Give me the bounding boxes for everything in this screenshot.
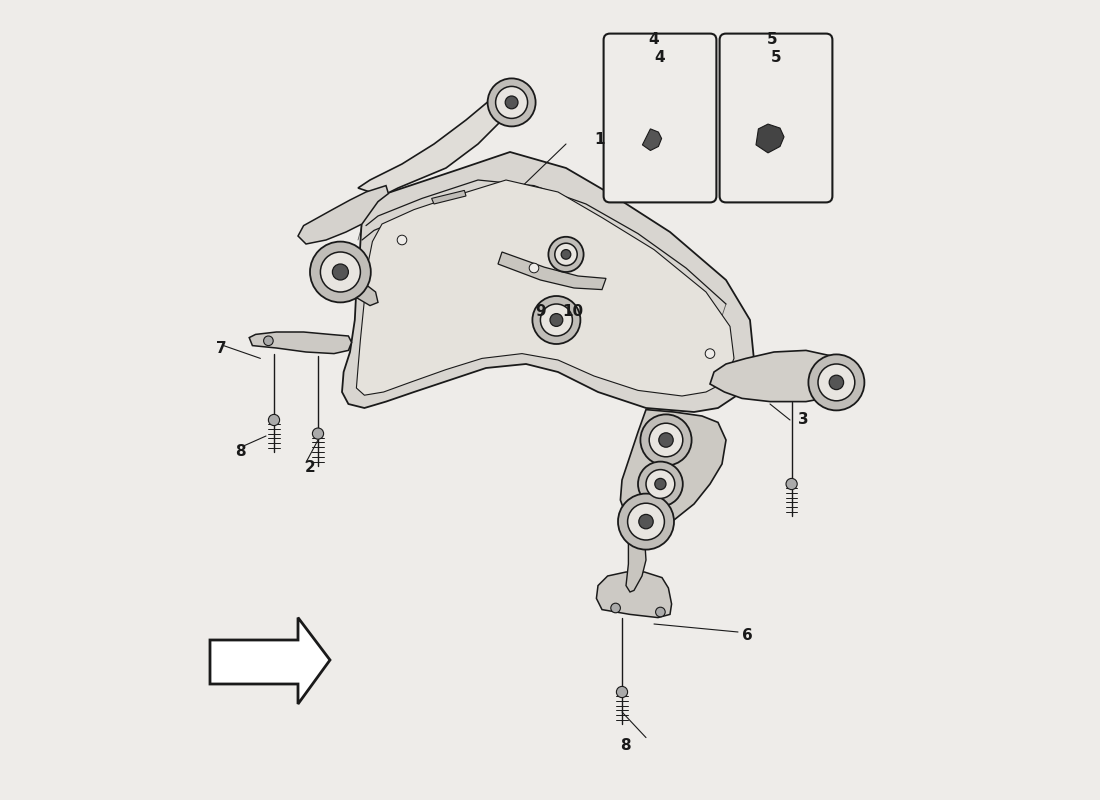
Text: 10: 10 <box>562 305 583 319</box>
Circle shape <box>487 78 536 126</box>
Polygon shape <box>298 186 388 244</box>
Circle shape <box>550 314 563 326</box>
Polygon shape <box>756 124 784 153</box>
Text: 5: 5 <box>771 50 781 65</box>
Text: 8: 8 <box>235 445 245 459</box>
Circle shape <box>310 242 371 302</box>
Circle shape <box>656 607 666 617</box>
Circle shape <box>610 603 620 613</box>
Circle shape <box>312 428 323 439</box>
Text: 5: 5 <box>767 33 778 47</box>
Circle shape <box>786 478 798 490</box>
Polygon shape <box>431 190 466 204</box>
Text: 3: 3 <box>798 413 808 427</box>
Polygon shape <box>358 94 514 196</box>
Circle shape <box>561 250 571 259</box>
Circle shape <box>268 414 279 426</box>
FancyBboxPatch shape <box>719 34 833 202</box>
Text: 8: 8 <box>620 738 631 753</box>
Text: 7: 7 <box>216 341 227 355</box>
Circle shape <box>829 375 844 390</box>
Circle shape <box>616 686 628 698</box>
Circle shape <box>332 264 349 280</box>
Polygon shape <box>498 252 606 290</box>
Text: 4: 4 <box>649 33 659 47</box>
Polygon shape <box>356 180 734 396</box>
Circle shape <box>654 478 666 490</box>
Polygon shape <box>340 276 378 306</box>
Circle shape <box>505 96 518 109</box>
Circle shape <box>639 514 653 529</box>
Circle shape <box>649 423 683 457</box>
Text: 4: 4 <box>654 50 666 65</box>
Circle shape <box>264 336 273 346</box>
Circle shape <box>529 263 539 273</box>
Circle shape <box>818 364 855 401</box>
Polygon shape <box>250 332 352 354</box>
Circle shape <box>496 86 528 118</box>
Circle shape <box>638 462 683 506</box>
Polygon shape <box>710 350 850 402</box>
Polygon shape <box>642 129 661 150</box>
Circle shape <box>659 433 673 447</box>
Polygon shape <box>626 524 646 592</box>
Circle shape <box>532 296 581 344</box>
Circle shape <box>646 470 674 498</box>
Circle shape <box>549 237 584 272</box>
Circle shape <box>554 243 578 266</box>
Circle shape <box>640 414 692 466</box>
Circle shape <box>808 354 865 410</box>
Text: 1: 1 <box>594 133 605 147</box>
Circle shape <box>397 235 407 245</box>
Circle shape <box>705 349 715 358</box>
Circle shape <box>618 494 674 550</box>
Text: 6: 6 <box>742 629 752 643</box>
Circle shape <box>628 503 664 540</box>
Text: 9: 9 <box>535 305 546 319</box>
Polygon shape <box>210 618 330 704</box>
Circle shape <box>320 252 361 292</box>
Text: 2: 2 <box>305 461 316 475</box>
Circle shape <box>540 304 572 336</box>
Polygon shape <box>596 572 672 618</box>
FancyBboxPatch shape <box>604 34 716 202</box>
Polygon shape <box>620 410 726 526</box>
Polygon shape <box>342 152 754 412</box>
